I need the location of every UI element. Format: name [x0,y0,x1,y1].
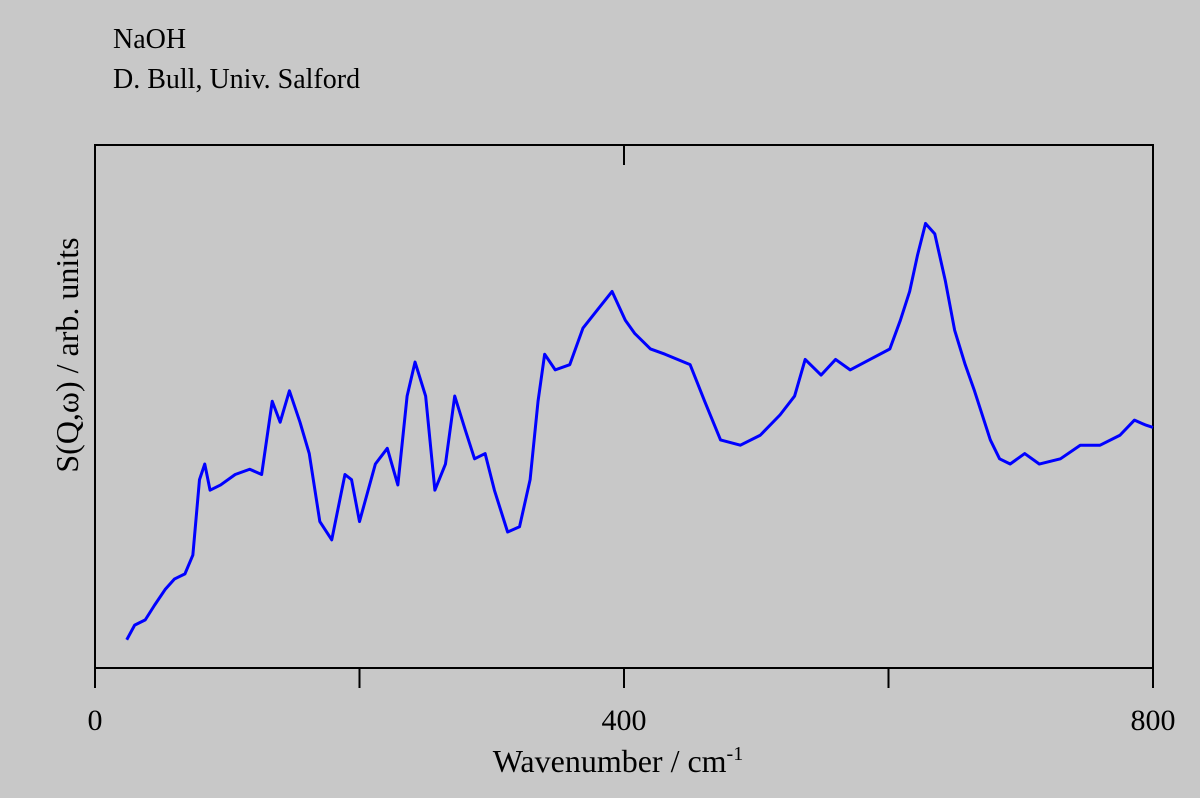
x-axis-label-sup: -1 [727,743,744,765]
spectrum-line [125,221,1154,641]
y-axis-label: S(Q,ω) / arb. units [49,237,85,472]
x-tick-label: 0 [88,704,103,737]
x-tick-label: 800 [1131,704,1176,737]
chart-title: NaOH [113,24,186,55]
chart-subtitle: D. Bull, Univ. Salford [113,64,360,95]
x-axis-label-main: Wavenumber / cm [493,743,727,779]
x-axis-label: Wavenumber / cm-1 [493,743,743,779]
x-tick-label: 400 [602,704,647,737]
